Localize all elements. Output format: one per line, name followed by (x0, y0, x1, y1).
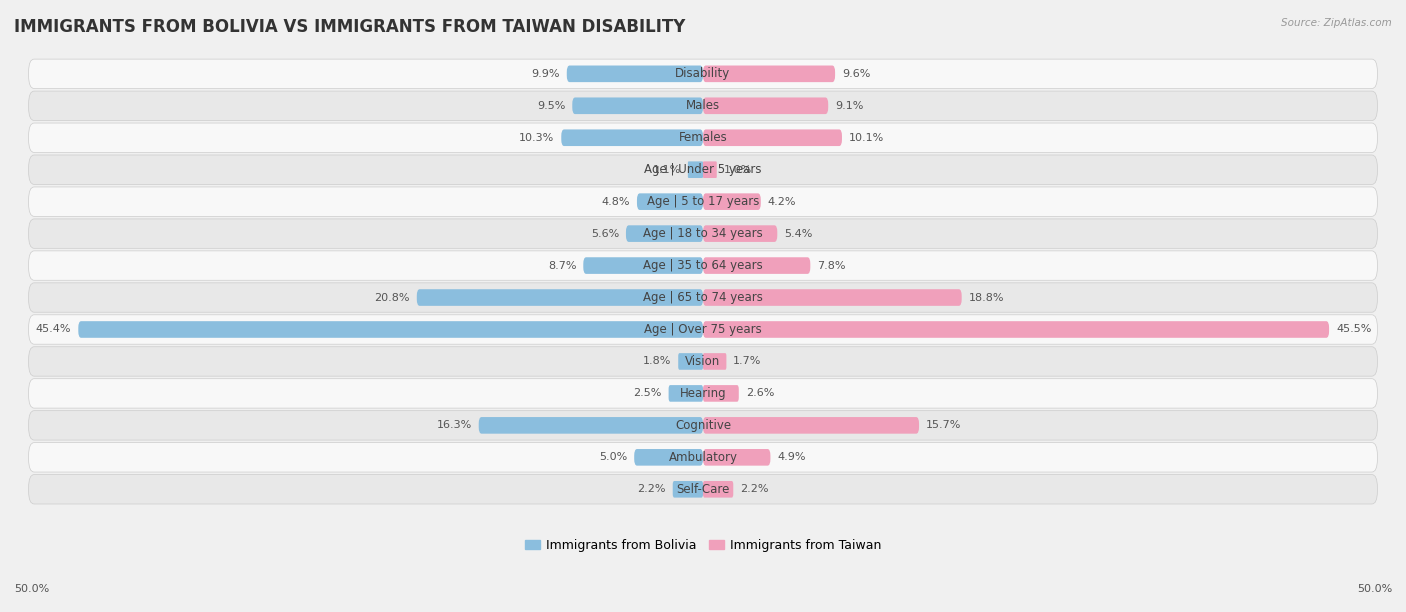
FancyBboxPatch shape (703, 257, 810, 274)
Text: 50.0%: 50.0% (1357, 584, 1392, 594)
FancyBboxPatch shape (28, 251, 1378, 280)
Text: 50.0%: 50.0% (14, 584, 49, 594)
Text: Age | 65 to 74 years: Age | 65 to 74 years (643, 291, 763, 304)
Text: 9.5%: 9.5% (537, 101, 565, 111)
FancyBboxPatch shape (28, 474, 1378, 504)
Text: 9.6%: 9.6% (842, 69, 870, 79)
FancyBboxPatch shape (703, 289, 962, 306)
Text: IMMIGRANTS FROM BOLIVIA VS IMMIGRANTS FROM TAIWAN DISABILITY: IMMIGRANTS FROM BOLIVIA VS IMMIGRANTS FR… (14, 18, 686, 36)
Text: Vision: Vision (685, 355, 721, 368)
FancyBboxPatch shape (28, 123, 1378, 152)
FancyBboxPatch shape (703, 385, 738, 401)
Text: 4.2%: 4.2% (768, 196, 796, 207)
FancyBboxPatch shape (637, 193, 703, 210)
Text: Ambulatory: Ambulatory (668, 451, 738, 464)
Text: 1.1%: 1.1% (652, 165, 681, 174)
Text: 2.2%: 2.2% (740, 484, 769, 494)
Text: Hearing: Hearing (679, 387, 727, 400)
Text: Age | 18 to 34 years: Age | 18 to 34 years (643, 227, 763, 240)
Text: 18.8%: 18.8% (969, 293, 1004, 302)
FancyBboxPatch shape (567, 65, 703, 82)
Text: 2.2%: 2.2% (637, 484, 666, 494)
FancyBboxPatch shape (703, 97, 828, 114)
FancyBboxPatch shape (703, 193, 761, 210)
Text: Age | Over 75 years: Age | Over 75 years (644, 323, 762, 336)
Legend: Immigrants from Bolivia, Immigrants from Taiwan: Immigrants from Bolivia, Immigrants from… (520, 534, 886, 557)
Text: Source: ZipAtlas.com: Source: ZipAtlas.com (1281, 18, 1392, 28)
Text: 1.8%: 1.8% (643, 356, 671, 367)
Text: Self-Care: Self-Care (676, 483, 730, 496)
FancyBboxPatch shape (28, 155, 1378, 184)
FancyBboxPatch shape (703, 162, 717, 178)
FancyBboxPatch shape (703, 353, 727, 370)
Text: 10.1%: 10.1% (849, 133, 884, 143)
FancyBboxPatch shape (28, 411, 1378, 440)
FancyBboxPatch shape (626, 225, 703, 242)
FancyBboxPatch shape (28, 442, 1378, 472)
Text: 5.0%: 5.0% (599, 452, 627, 462)
FancyBboxPatch shape (572, 97, 703, 114)
Text: Age | Under 5 years: Age | Under 5 years (644, 163, 762, 176)
Text: 1.7%: 1.7% (734, 356, 762, 367)
Text: Males: Males (686, 99, 720, 112)
FancyBboxPatch shape (703, 129, 842, 146)
Text: 4.8%: 4.8% (602, 196, 630, 207)
Text: 9.1%: 9.1% (835, 101, 863, 111)
Text: 45.5%: 45.5% (1336, 324, 1371, 335)
Text: 4.9%: 4.9% (778, 452, 806, 462)
FancyBboxPatch shape (583, 257, 703, 274)
Text: 9.9%: 9.9% (531, 69, 560, 79)
FancyBboxPatch shape (28, 219, 1378, 248)
FancyBboxPatch shape (28, 347, 1378, 376)
FancyBboxPatch shape (703, 481, 734, 498)
Text: 10.3%: 10.3% (519, 133, 554, 143)
FancyBboxPatch shape (703, 321, 1329, 338)
FancyBboxPatch shape (688, 162, 703, 178)
FancyBboxPatch shape (703, 65, 835, 82)
FancyBboxPatch shape (703, 225, 778, 242)
Text: 1.0%: 1.0% (724, 165, 752, 174)
Text: Cognitive: Cognitive (675, 419, 731, 432)
Text: 20.8%: 20.8% (374, 293, 411, 302)
Text: 2.5%: 2.5% (633, 389, 662, 398)
Text: 15.7%: 15.7% (927, 420, 962, 430)
FancyBboxPatch shape (678, 353, 703, 370)
Text: 8.7%: 8.7% (548, 261, 576, 271)
Text: 45.4%: 45.4% (37, 324, 72, 335)
FancyBboxPatch shape (28, 379, 1378, 408)
FancyBboxPatch shape (672, 481, 703, 498)
FancyBboxPatch shape (28, 187, 1378, 217)
Text: 16.3%: 16.3% (437, 420, 472, 430)
FancyBboxPatch shape (28, 283, 1378, 312)
FancyBboxPatch shape (561, 129, 703, 146)
Text: Females: Females (679, 131, 727, 144)
Text: 2.6%: 2.6% (745, 389, 775, 398)
FancyBboxPatch shape (28, 315, 1378, 344)
FancyBboxPatch shape (28, 91, 1378, 121)
Text: 5.6%: 5.6% (591, 229, 619, 239)
FancyBboxPatch shape (416, 289, 703, 306)
FancyBboxPatch shape (703, 417, 920, 434)
Text: Age | 35 to 64 years: Age | 35 to 64 years (643, 259, 763, 272)
Text: 7.8%: 7.8% (817, 261, 845, 271)
FancyBboxPatch shape (79, 321, 703, 338)
Text: Age | 5 to 17 years: Age | 5 to 17 years (647, 195, 759, 208)
FancyBboxPatch shape (28, 59, 1378, 89)
Text: 5.4%: 5.4% (785, 229, 813, 239)
FancyBboxPatch shape (669, 385, 703, 401)
Text: Disability: Disability (675, 67, 731, 80)
FancyBboxPatch shape (478, 417, 703, 434)
FancyBboxPatch shape (634, 449, 703, 466)
FancyBboxPatch shape (703, 449, 770, 466)
